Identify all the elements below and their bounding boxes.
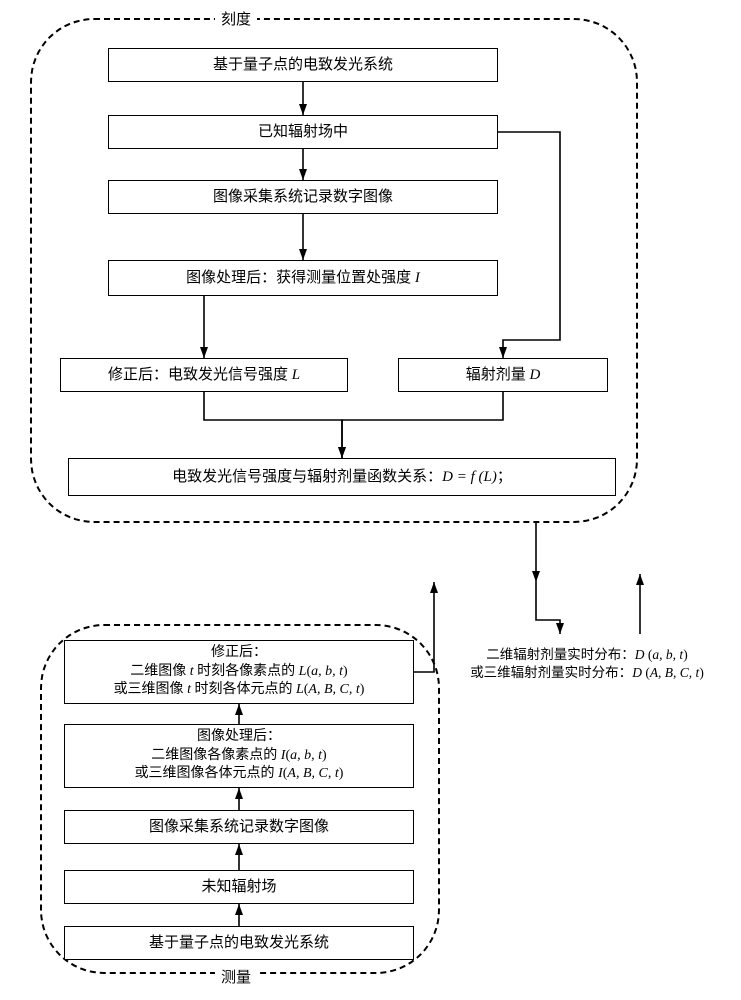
meas-box-2-text: 未知辐射场	[201, 877, 276, 897]
calib-box-6-text: 辐射剂量 D	[466, 365, 541, 385]
calib-box-1-text: 基于量子点的电致发光系统	[213, 55, 393, 75]
calib-box-4-pre: 图像处理后：获得测量位置处强度	[186, 270, 415, 286]
calib-box-5: 修正后：电致发光信号强度 L	[60, 358, 348, 392]
rl2v: D	[632, 665, 642, 680]
region-measurement-label: 测量	[215, 966, 257, 987]
rl2args: A, B, C, t	[650, 665, 700, 680]
meas-box-5-line2: 或三维图像 t 时刻各体元点的 L(A, B, C, t)	[114, 681, 365, 700]
meas-box-5-line1: 二维图像 t 时刻各像素点的 L(a, b, t)	[130, 663, 347, 682]
m4l2a: 或三维图像各体元点的	[135, 766, 279, 781]
m5l2v: L	[296, 682, 304, 697]
result-line2: 或三维辐射剂量实时分布：D (A, B, C, t)	[470, 664, 704, 682]
calib-box-5-pre: 修正后：电致发光信号强度	[108, 367, 292, 383]
calib-box-2: 已知辐射场中	[108, 115, 498, 149]
m5l1a: 二维图像	[130, 664, 190, 679]
calib-box-3: 图像采集系统记录数字图像	[108, 180, 498, 214]
calib-box-6: 辐射剂量 D	[398, 358, 608, 392]
meas-box-5-title: 修正后：	[211, 644, 267, 663]
rl1args: a, b, t	[652, 647, 683, 662]
calib-box-7-eq: D = f (L)	[442, 469, 497, 485]
meas-box-1: 基于量子点的电致发光系统	[64, 926, 414, 960]
calib-box-3-text: 图像采集系统记录数字图像	[213, 187, 393, 207]
flowchart-canvas: 刻度 测量 基于量子点的电致发光系统 已知辐射场中 图像采集系统记录数字图像 图…	[0, 0, 741, 1000]
calib-box-4: 图像处理后：获得测量位置处强度 I	[108, 260, 498, 296]
calib-box-5-var: L	[292, 367, 300, 383]
m4l2c: )	[339, 766, 344, 781]
result-box: 二维辐射剂量实时分布：D (a, b, t) 或三维辐射剂量实时分布：D (A,…	[452, 634, 722, 694]
m5l1b: 时刻各像素点的	[194, 664, 299, 679]
meas-box-4-processed: 图像处理后： 二维图像各像素点的 I(a, b, t) 或三维图像各体元点的 I…	[64, 724, 414, 788]
meas-box-1-text: 基于量子点的电致发光系统	[149, 933, 329, 953]
meas-box-2: 未知辐射场	[64, 870, 414, 904]
m4l1c: )	[322, 748, 327, 763]
meas-box-4-title: 图像处理后：	[197, 728, 281, 747]
calib-box-5-text: 修正后：电致发光信号强度 L	[108, 365, 300, 385]
rl2c: )	[699, 665, 704, 680]
rl1v: D	[635, 647, 645, 662]
meas-box-4-line1: 二维图像各像素点的 I(a, b, t)	[151, 747, 326, 766]
calib-box-1: 基于量子点的电致发光系统	[108, 48, 498, 82]
rl1c: )	[683, 647, 688, 662]
calib-box-7: 电致发光信号强度与辐射剂量函数关系：D = f (L)；	[68, 458, 616, 496]
meas-box-3: 图像采集系统记录数字图像	[64, 810, 414, 844]
m5l1d: )	[343, 664, 348, 679]
result-line1: 二维辐射剂量实时分布：D (a, b, t)	[486, 646, 687, 664]
m5l1args: a, b, t	[311, 664, 343, 679]
m5l2a: 或三维图像	[114, 682, 188, 697]
meas-box-5-corrected: 修正后： 二维图像 t 时刻各像素点的 L(a, b, t) 或三维图像 t 时…	[64, 640, 414, 704]
calib-box-7-text: 电致发光信号强度与辐射剂量函数关系：D = f (L)；	[172, 467, 512, 487]
calib-box-6-pre: 辐射剂量	[466, 367, 530, 383]
m4l1args: a, b, t	[290, 748, 322, 763]
m5l2args: A, B, C, t	[308, 682, 359, 697]
rl2b: (	[642, 665, 650, 680]
calib-box-4-text: 图像处理后：获得测量位置处强度 I	[186, 268, 420, 288]
calib-box-7-pre: 电致发光信号强度与辐射剂量函数关系：	[172, 469, 442, 485]
calib-box-7-post: ；	[497, 469, 512, 485]
m5l2d: )	[360, 682, 365, 697]
calib-box-4-var: I	[415, 270, 420, 286]
m4l2args: A, B, C, t	[287, 766, 338, 781]
m4l1a: 二维图像各像素点的	[151, 748, 281, 763]
meas-box-3-text: 图像采集系统记录数字图像	[149, 817, 329, 837]
calib-box-6-var: D	[529, 367, 540, 383]
calib-box-2-text: 已知辐射场中	[258, 122, 348, 142]
meas-box-4-line2: 或三维图像各体元点的 I(A, B, C, t)	[135, 765, 344, 784]
rl2a: 或三维辐射剂量实时分布：	[470, 665, 632, 680]
region-calibration-label: 刻度	[215, 8, 257, 29]
m5l2b: 时刻各体元点的	[191, 682, 296, 697]
rl1a: 二维辐射剂量实时分布：	[486, 647, 635, 662]
